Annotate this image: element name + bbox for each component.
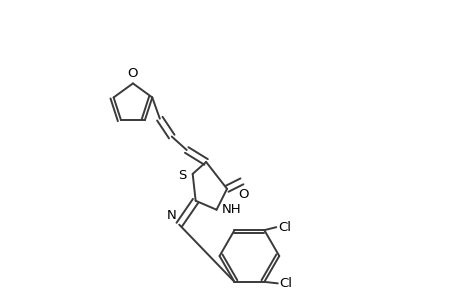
Text: S: S <box>177 169 186 182</box>
Text: NH: NH <box>221 203 241 216</box>
Text: N: N <box>167 209 176 222</box>
Text: Cl: Cl <box>279 277 291 290</box>
Text: Cl: Cl <box>277 221 290 234</box>
Text: O: O <box>238 188 248 201</box>
Text: O: O <box>128 67 138 80</box>
